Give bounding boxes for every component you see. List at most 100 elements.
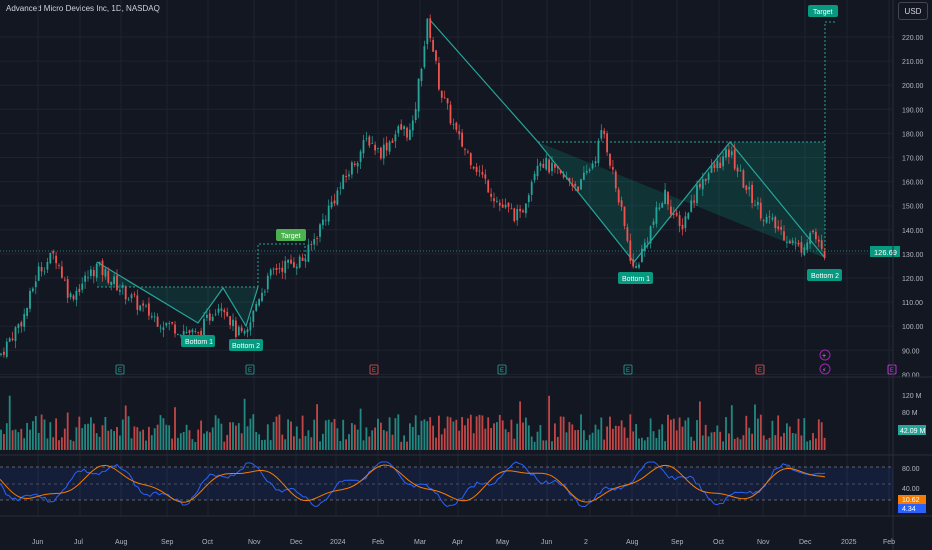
candle-body [786,241,788,243]
candle-body [684,216,687,229]
target-right-badge[interactable]: Target [808,5,838,17]
volume-bar [800,435,803,450]
volume-bar [525,417,527,450]
volume-bar [678,417,681,450]
bottom2-left-badge[interactable]: Bottom 2 [229,339,263,351]
volume-bar [823,437,826,450]
candle-body [588,169,591,171]
earnings-marker-icon[interactable] [887,364,897,375]
earnings-marker-icon[interactable] [115,364,125,375]
volume-bar [281,434,284,450]
candle-body [235,320,237,337]
candle-body [559,170,562,174]
earnings-marker-icon[interactable] [369,364,379,375]
candle-body [556,166,559,169]
svg-text:E: E [500,368,504,374]
time-axis-label: Nov [757,539,770,546]
earnings-marker-icon[interactable] [245,364,255,375]
volume-bar [690,436,693,450]
candle-body [710,165,713,173]
volume-bar [606,426,608,450]
volume-bar [664,441,666,450]
volume-bar [139,431,142,450]
volume-bar [208,432,211,450]
volume-bar [191,439,194,450]
candle-body [313,239,316,245]
candle-body [817,239,820,242]
candle-body [449,104,452,124]
volume-bar [266,424,269,450]
volume-bar [568,422,571,450]
volume-bar [37,432,40,450]
volume-bar [687,417,690,450]
candle-body [353,163,356,166]
volume-bar [298,438,301,450]
volume-bar [809,440,811,450]
candle-body [275,267,278,270]
candle-body [762,220,765,222]
candle-body [522,210,524,213]
currency-button[interactable]: USD [898,2,928,20]
add-event-icon[interactable] [819,349,831,361]
volume-bar [252,414,255,450]
volume-bar [472,433,475,450]
volume-bar [29,429,31,450]
candle-body [278,268,281,269]
bottom2-right-badge[interactable]: Bottom 2 [807,269,842,281]
candle-body [513,208,516,222]
candle-body [66,279,69,298]
candle-body [574,183,577,187]
volume-bar [641,437,643,450]
volume-bar [498,414,501,450]
volume-bar [539,425,542,450]
volume-bar [548,395,550,450]
osc-axis-80: 80.00 [902,466,920,473]
volume-bar [226,434,229,450]
volume-bar [701,435,704,450]
volume-bar [174,407,176,450]
earnings-marker-icon[interactable] [755,364,765,375]
dividend-marker-icon[interactable] [819,363,831,375]
candle-body [252,310,255,322]
candle-body [84,275,86,282]
volume-bar [768,437,771,450]
candle-body [730,151,733,156]
candle-body [113,276,115,284]
candle-body [545,157,548,170]
volume-bar [171,438,173,450]
candle-body [14,327,17,342]
svg-text:Target: Target [281,233,301,240]
volume-bar [3,434,5,450]
volume-bar [43,419,46,450]
candle-body [43,271,46,273]
candle-body [403,126,405,129]
candle-body [597,140,600,164]
candle-body [63,279,66,281]
candle-body [812,230,814,233]
candle-body [304,259,307,262]
earnings-marker-icon[interactable] [497,364,507,375]
bottom1-right-badge[interactable]: Bottom 1 [618,272,653,284]
bottom1-left-badge[interactable]: Bottom 1 [181,335,215,347]
volume-bar [148,426,150,450]
target-left-badge[interactable]: Target [276,229,306,241]
volume-bar [754,404,756,450]
volume-bar [513,438,516,450]
volume-bar [403,435,405,450]
candle-body [609,153,611,166]
volume-bar [670,419,672,450]
volume-bar [142,429,144,450]
candle-body [467,151,469,153]
candle-body [377,148,379,149]
volume-bar [449,417,452,450]
candle-body [78,288,81,292]
candle-body [487,180,490,193]
earnings-marker-icon[interactable] [623,364,633,375]
candle-body [725,149,727,158]
volume-bar [272,422,275,450]
candle-body [577,186,579,192]
candle-body [670,206,672,215]
candle-body [330,201,333,208]
volume-bar [391,434,394,450]
